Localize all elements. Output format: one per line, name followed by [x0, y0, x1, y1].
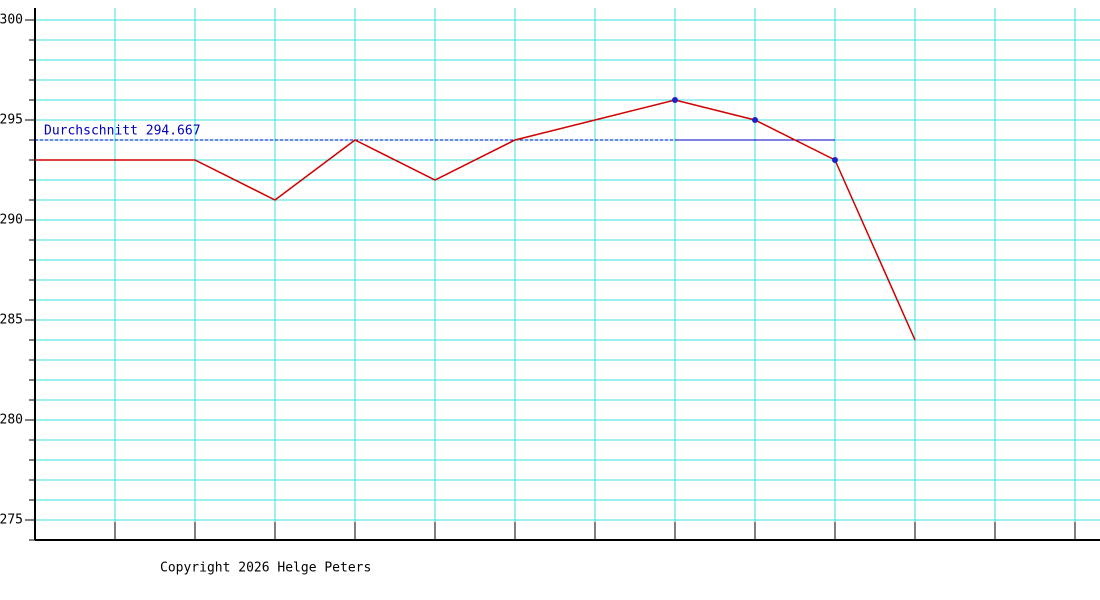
y-tick-label: 280 — [0, 413, 23, 428]
y-tick-label: 285 — [0, 313, 23, 328]
y-tick-label: 300 — [0, 13, 23, 28]
y-tick-label: 290 — [0, 213, 23, 228]
footer: Copyright 2026 Helge Peters — [160, 561, 371, 576]
y-tick-label: 275 — [0, 513, 23, 528]
highlight-point — [672, 97, 678, 103]
highlight-point — [832, 157, 838, 163]
mean-label: Durchschnitt 294.667 — [44, 124, 201, 139]
highlight-point — [752, 117, 758, 123]
y-tick-label: 295 — [0, 113, 23, 128]
data-line — [35, 99, 916, 341]
